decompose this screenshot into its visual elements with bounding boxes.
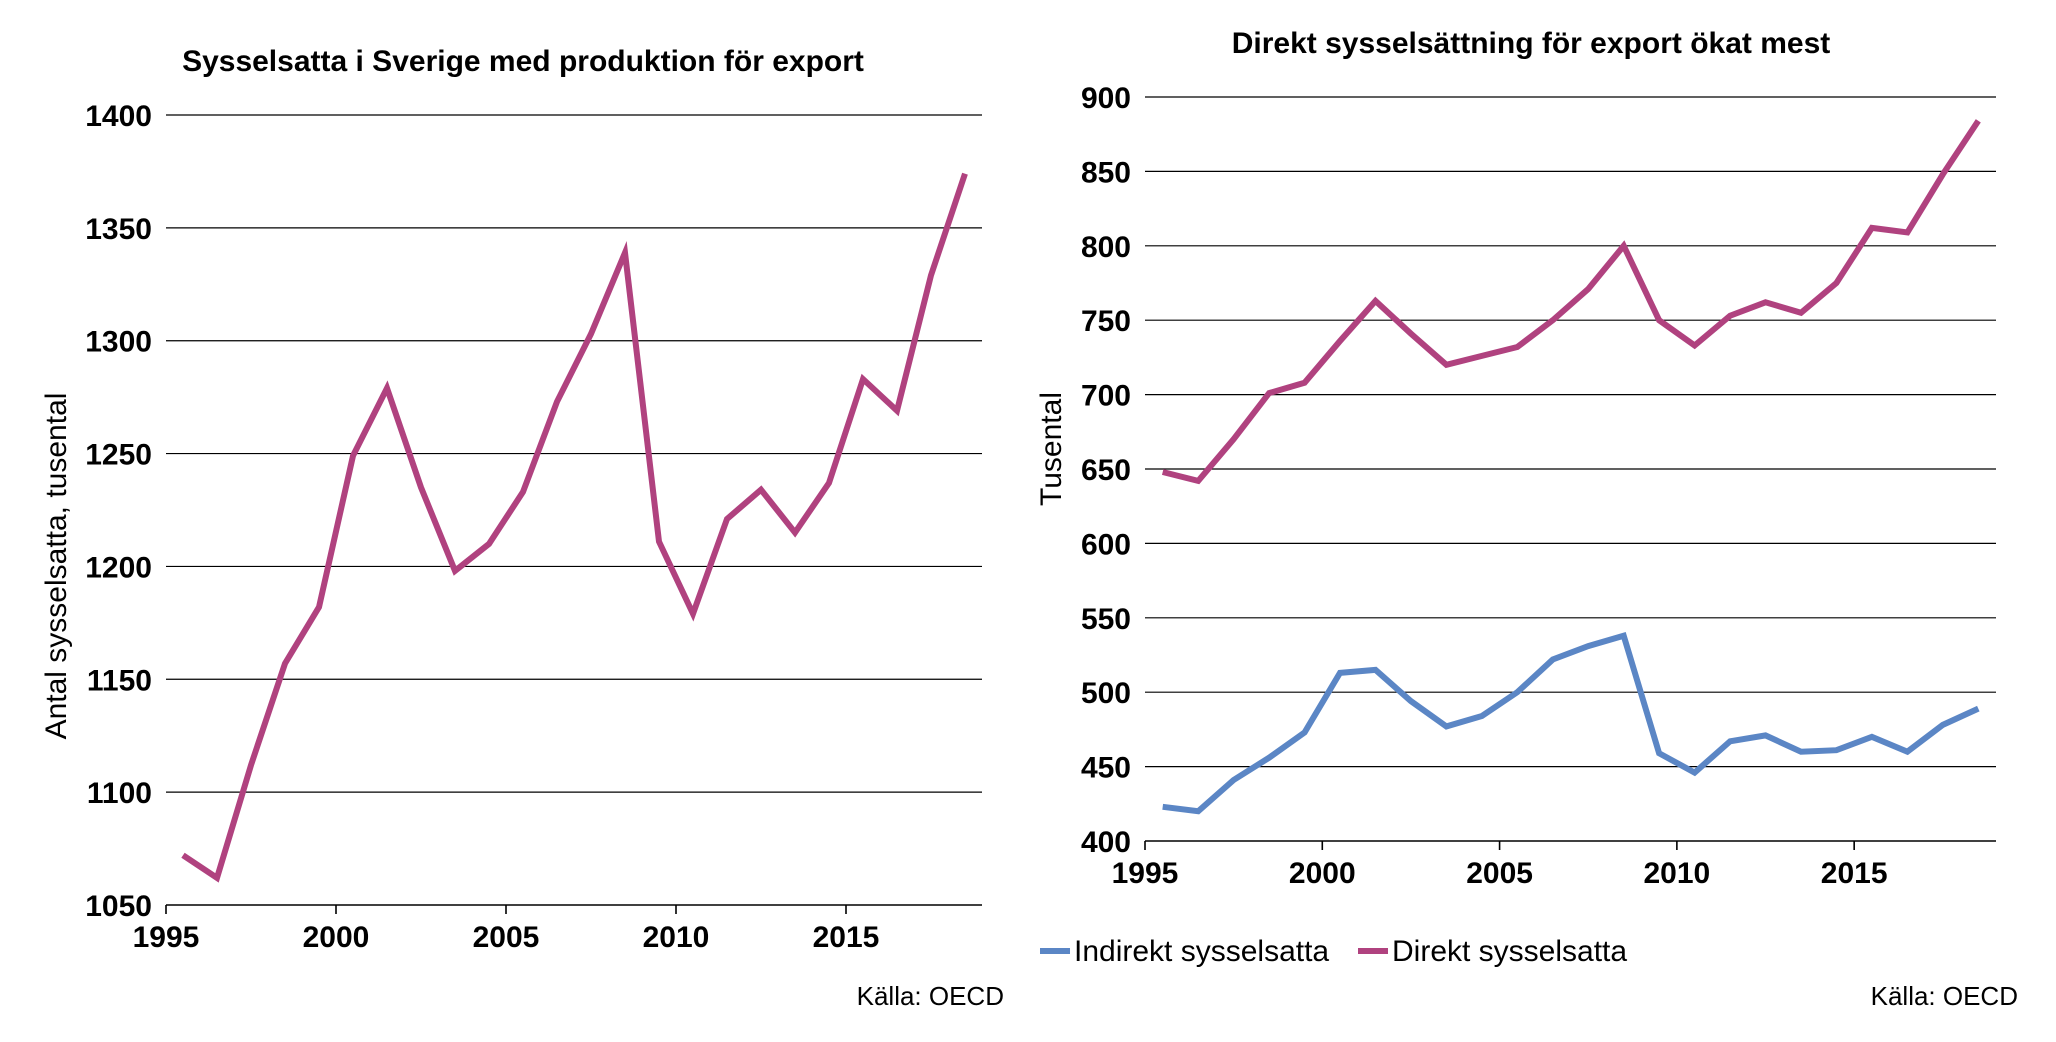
- chart-right-y-tick-label: 800: [1081, 231, 1131, 264]
- chart-right-y-tick-label: 900: [1081, 82, 1131, 115]
- chart-right-y-tick-label: 400: [1081, 826, 1131, 859]
- chart-right-x-tick-label: 2010: [1644, 857, 1711, 890]
- chart-left-title: Sysselsatta i Sverige med produktion för…: [182, 45, 864, 78]
- chart-left-y-tick-label: 1050: [85, 890, 152, 923]
- chart-right-y-tick-label: 600: [1081, 528, 1131, 561]
- chart-right-x-tick-label: 2005: [1466, 857, 1533, 890]
- chart-left-y-tick-label: 1250: [85, 439, 152, 472]
- legend-label-1: Indirekt sysselsatta: [1074, 935, 1329, 968]
- chart-right-y-tick-label: 450: [1081, 752, 1131, 785]
- chart-left-y-tick-label: 1100: [87, 777, 152, 810]
- chart-right-series-line-1: [1162, 631, 1980, 815]
- chart-left-x-tick-label: 2010: [643, 921, 710, 954]
- chart-right-y-tick-label: 500: [1081, 677, 1131, 710]
- chart-right-ticks: 400 450 500 550 600 650 700 750 800 850 900 1995 200…: [1081, 82, 1888, 890]
- chart-right: Direkt sysselsättning för export ökat me…: [1035, 27, 2018, 1011]
- chart-left-y-axis-label: Antal sysselsatta, tusental: [40, 393, 73, 740]
- legend-label-2: Direkt sysselsatta: [1392, 935, 1627, 968]
- chart-right-x-tick-label: 2000: [1289, 857, 1356, 890]
- chart-right-legend: Indirekt sysselsatta Direkt sysselsatta: [1040, 935, 1627, 968]
- chart-left-y-tick-label: 1200: [85, 551, 152, 584]
- chart-left-x-tick-label: 2005: [473, 921, 540, 954]
- chart-left-ticks: 1050 1100 1150 1200 1250 1300 1350 1400 1995 2000…: [85, 100, 879, 954]
- chart-right-series: [1161, 119, 1981, 815]
- chart-left-x-tick-label: 1995: [133, 921, 200, 954]
- chart-left-series: [181, 172, 968, 883]
- chart-left-grid: [165, 114, 982, 914]
- chart-right-y-tick-label: 550: [1081, 603, 1131, 636]
- chart-left-y-tick-label: 1150: [87, 664, 152, 697]
- chart-right-y-tick-label: 850: [1081, 156, 1131, 189]
- chart-right-source: Källa: OECD: [1871, 981, 2018, 1011]
- chart-left-y-tick-label: 1300: [85, 326, 152, 359]
- chart-right-x-tick-label: 1995: [1112, 857, 1179, 890]
- chart-right-y-tick-label: 700: [1081, 380, 1131, 413]
- chart-left-x-tick-label: 2015: [813, 921, 880, 954]
- chart-right-title: Direkt sysselsättning för export ökat me…: [1232, 27, 1831, 60]
- chart-right-series-line-2: [1161, 119, 1981, 485]
- chart-left: Sysselsatta i Sverige med produktion för…: [40, 45, 1004, 1011]
- chart-left-series-line-1: [181, 172, 968, 883]
- chart-left-source: Källa: OECD: [857, 981, 1004, 1011]
- chart-left-x-tick-label: 2000: [303, 921, 370, 954]
- chart-right-y-tick-label: 650: [1081, 454, 1131, 487]
- chart-right-y-tick-label: 750: [1081, 305, 1131, 338]
- chart-right-grid: [1144, 96, 1996, 850]
- chart-left-y-tick-label: 1400: [85, 100, 152, 133]
- chart-right-x-tick-label: 2015: [1821, 857, 1888, 890]
- chart-left-y-tick-label: 1350: [85, 213, 152, 246]
- chart-right-y-axis-label: Tusental: [1035, 392, 1068, 506]
